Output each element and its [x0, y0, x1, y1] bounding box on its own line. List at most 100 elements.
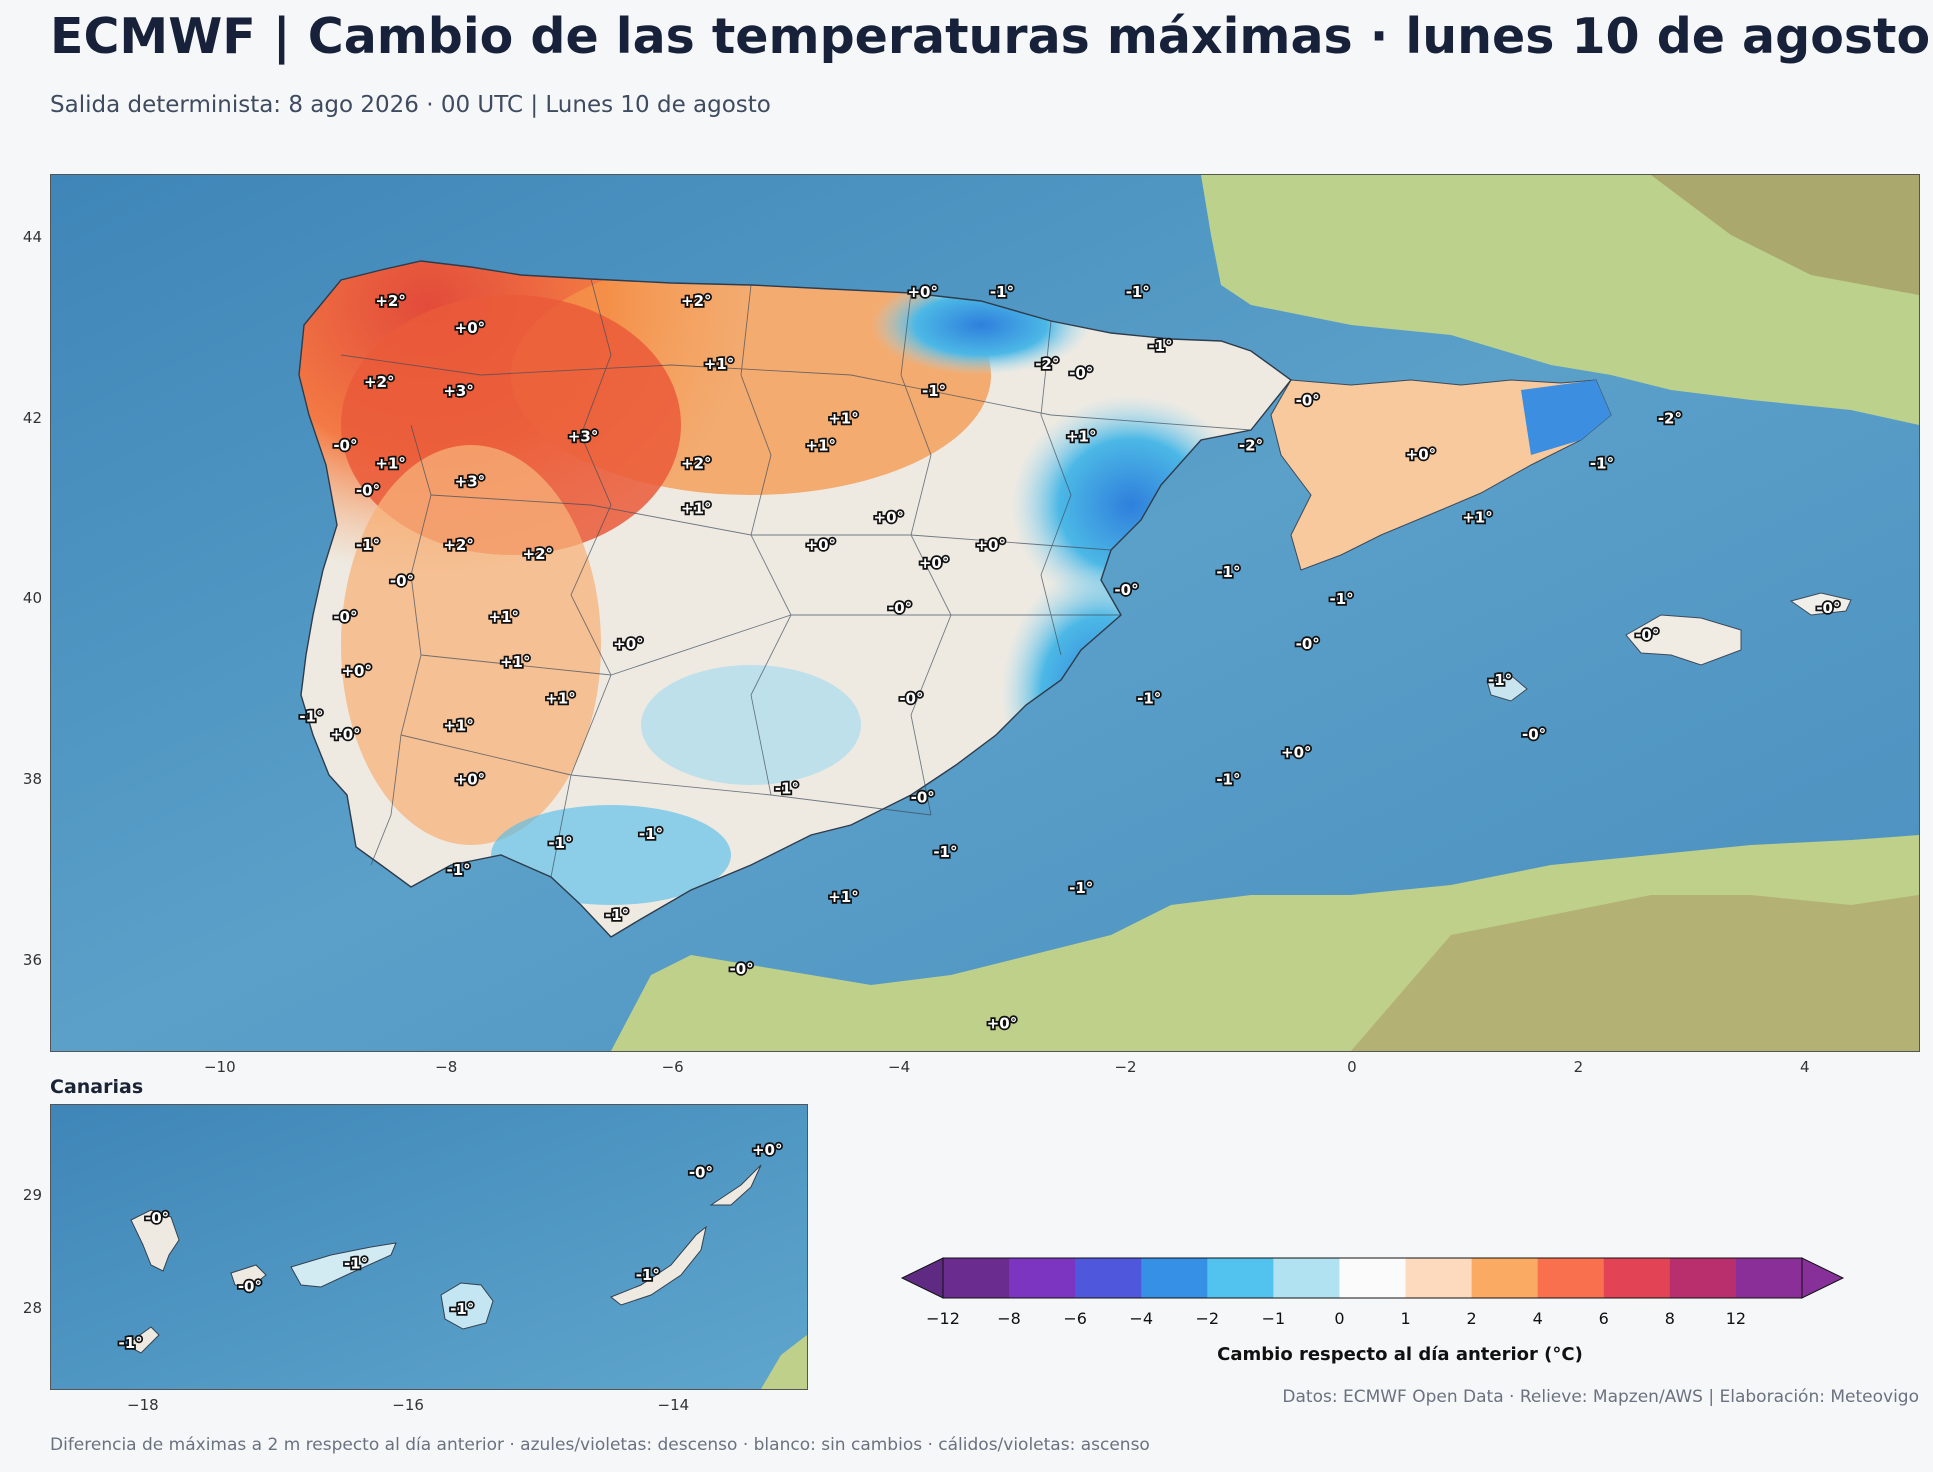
la-gomera-island — [230, 1264, 267, 1288]
inset-map-canvas: +0° -0° -0° -1° -0° -1° -1° -1° — [51, 1105, 807, 1389]
main-map-value-label: +1° — [545, 689, 576, 707]
main-map-value-label: +0° — [874, 509, 905, 527]
inset-map-value-label: -0° — [689, 1164, 713, 1182]
main-map-value-label: +0° — [806, 536, 837, 554]
el-hierro-island — [125, 1326, 160, 1354]
page-subtitle: Salida determinista: 8 ago 2026 · 00 UTC… — [50, 92, 771, 118]
main-map-value-label: +0° — [341, 662, 372, 680]
main-map-value-label: +0° — [455, 319, 486, 337]
main-map-value-label: +1° — [1066, 427, 1097, 445]
main-map-value-label: -1° — [775, 780, 799, 798]
colorbar-segment — [1339, 1258, 1407, 1298]
colorbar-segment — [1075, 1258, 1142, 1298]
colorbar-segment — [1537, 1258, 1605, 1298]
main-map-value-label: -0° — [333, 436, 357, 454]
main-map-value-label: +2° — [681, 455, 712, 473]
main-map-value-label: +0° — [907, 283, 938, 301]
main-map-value-label: -0° — [888, 599, 912, 617]
main-map-y-tick-label: 40 — [22, 589, 42, 608]
main-map-x-tick-label: −8 — [435, 1058, 458, 1076]
colorbar-tick-label: −6 — [1063, 1309, 1087, 1328]
main-map-value-label: -1° — [933, 843, 957, 861]
ibiza-island — [1486, 676, 1528, 702]
main-map-value-label: -1° — [447, 861, 471, 879]
main-map-value-label: +3° — [455, 473, 486, 491]
inset-map-x-tick-label: −16 — [392, 1396, 424, 1414]
colorbar-tick-label: 0 — [1334, 1309, 1345, 1328]
main-map-value-label: -1° — [922, 382, 946, 400]
main-map-value-label: +1° — [704, 355, 735, 373]
main-map-value-label: -1° — [1488, 671, 1512, 689]
colorbar-tick-label: −1 — [1261, 1309, 1286, 1328]
main-map-value-label: -1° — [639, 825, 663, 843]
main-map[interactable]: +2° +0° +2° +0° -1° -1° -1° -2° -0° +1° -1° +2° +3° +… — [50, 174, 1920, 1052]
main-map-value-label: +0° — [975, 536, 1006, 554]
main-map-value-label: -0° — [1296, 635, 1320, 653]
colorbar-label: Cambio respecto al día anterior (°C) — [1217, 1344, 1583, 1365]
main-map-value-label: -0° — [1114, 581, 1138, 599]
main-map-value-label: -0° — [390, 572, 414, 590]
inset-sea — [51, 1105, 807, 1389]
colorbar-tick-label: −4 — [1129, 1309, 1154, 1328]
main-map-value-label: -0° — [911, 789, 935, 807]
colorbar-frame — [942, 1257, 1803, 1299]
main-map-value-label: +1° — [489, 608, 520, 626]
atlas-relief — [1351, 895, 1919, 1051]
main-map-value-label: +0° — [330, 725, 361, 743]
colorbar-tick-label: 8 — [1664, 1309, 1675, 1328]
main-map-value-label: -1° — [1216, 563, 1240, 581]
colorbar-segment — [1669, 1258, 1737, 1298]
main-map-value-label: -1° — [1148, 337, 1172, 355]
main-map-value-label: +1° — [1462, 509, 1493, 527]
main-map-value-label: -1° — [1590, 455, 1614, 473]
colorbar-tick-label: −8 — [997, 1309, 1021, 1328]
main-map-value-label: +1° — [828, 409, 859, 427]
inset-map-value-label: -0° — [145, 1209, 169, 1227]
main-map-value-label: -1° — [605, 906, 629, 924]
colorbar-tick-label: −2 — [1195, 1309, 1220, 1328]
colorbar-tick-label: 6 — [1598, 1309, 1609, 1328]
colorbar-segments — [900, 1257, 1845, 1299]
colorbar-segment — [1603, 1258, 1671, 1298]
colorbar-overflow-arrow — [1801, 1257, 1845, 1299]
inset-africa-land — [761, 1335, 807, 1389]
main-map-value-label: -0° — [899, 689, 923, 707]
colorbar-segment — [1735, 1258, 1803, 1298]
colorbar-segment — [1141, 1258, 1208, 1298]
main-map-value-label: +0° — [919, 554, 950, 572]
main-map-value-label: +0° — [1281, 744, 1312, 762]
credits: Datos: ECMWF Open Data · Relieve: Mapzen… — [1282, 1387, 1919, 1407]
main-map-y-tick-label: 36 — [22, 950, 42, 969]
main-map-value-label: -2° — [1239, 436, 1263, 454]
gran-canaria-island — [440, 1282, 494, 1330]
colorbar — [900, 1257, 1845, 1299]
inset-map-value-label: -1° — [344, 1255, 368, 1273]
canarias-inset-map[interactable]: +0° -0° -0° -1° -0° -1° -1° -1° — [50, 1104, 808, 1390]
main-map-value-label: -1° — [1126, 283, 1150, 301]
colorbar-segment — [943, 1258, 1010, 1298]
tenerife-island — [290, 1242, 397, 1288]
main-map-value-label: -0° — [1296, 391, 1320, 409]
inset-map-value-label: -0° — [238, 1277, 262, 1295]
main-map-x-tick-label: −10 — [203, 1058, 236, 1076]
main-map-value-label: +2° — [523, 545, 554, 563]
main-map-x-tick-label: 2 — [1573, 1058, 1584, 1076]
main-map-value-label: +3° — [568, 427, 599, 445]
main-map-value-label: +1° — [828, 888, 859, 906]
page-title: ECMWF | Cambio de las temperaturas máxim… — [50, 8, 1931, 65]
inset-title: Canarias — [50, 1076, 144, 1098]
northeast-land — [1270, 379, 1612, 571]
main-map-value-label: -0° — [1816, 599, 1840, 617]
main-map-value-label: -1° — [356, 536, 380, 554]
main-map-value-label: -0° — [333, 608, 357, 626]
main-map-value-label: -0° — [1069, 364, 1093, 382]
inset-map-value-label: +0° — [752, 1141, 783, 1159]
main-map-value-label: +2° — [681, 292, 712, 310]
main-map-value-label: +0° — [613, 635, 644, 653]
main-map-value-label: +1° — [443, 716, 474, 734]
colorbar-segment — [1405, 1258, 1473, 1298]
main-map-y-tick-label: 38 — [22, 770, 42, 789]
main-map-x-tick-label: −4 — [888, 1058, 911, 1076]
footer-note: Diferencia de máximas a 2 m respecto al … — [50, 1435, 1150, 1455]
main-map-y-tick-label: 44 — [22, 228, 42, 247]
